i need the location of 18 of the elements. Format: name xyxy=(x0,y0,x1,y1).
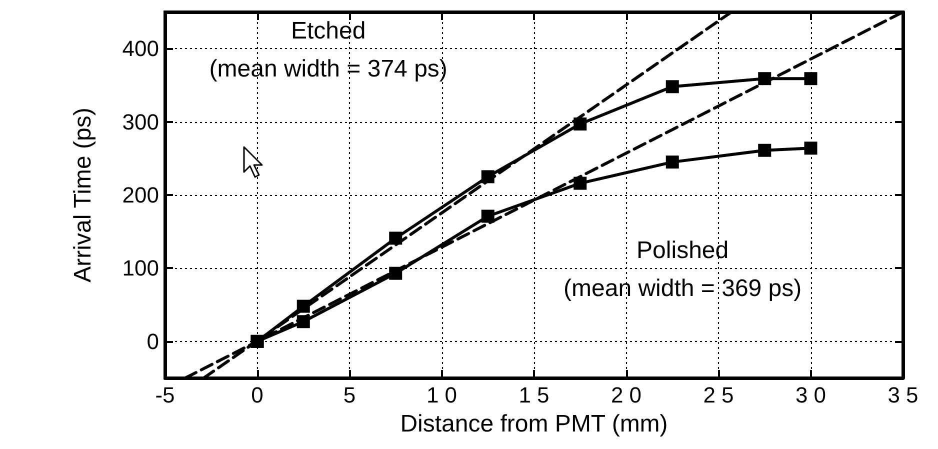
annotation: Polished (mean width = 369 ps) xyxy=(564,237,802,302)
x-tick-label: 0 xyxy=(251,382,264,408)
x-tick-label: -5 xyxy=(155,382,175,408)
x-tick-label: 1 5 xyxy=(518,382,550,408)
y-tick-label: 100 xyxy=(122,256,159,281)
y-tick-label: 400 xyxy=(122,36,159,62)
x-tick-label: 1 0 xyxy=(426,382,458,408)
x-tick-label: 3 5 xyxy=(888,382,918,408)
x-tick-label: 3 0 xyxy=(795,382,826,408)
y-tick-label: 0 xyxy=(146,328,159,354)
y-axis-title: Arrival Time (ps) xyxy=(70,108,96,282)
y-tick-label: 300 xyxy=(122,109,159,134)
x-tick-label: 5 xyxy=(343,382,356,408)
x-axis-title: Distance from PMT (mm) xyxy=(400,410,668,438)
x-tick-label: 2 5 xyxy=(703,382,734,408)
y-tick-label: 200 xyxy=(122,182,159,208)
annotation: Etched (mean width = 374 ps) xyxy=(209,18,448,82)
x-tick-label: 2 0 xyxy=(610,382,642,408)
